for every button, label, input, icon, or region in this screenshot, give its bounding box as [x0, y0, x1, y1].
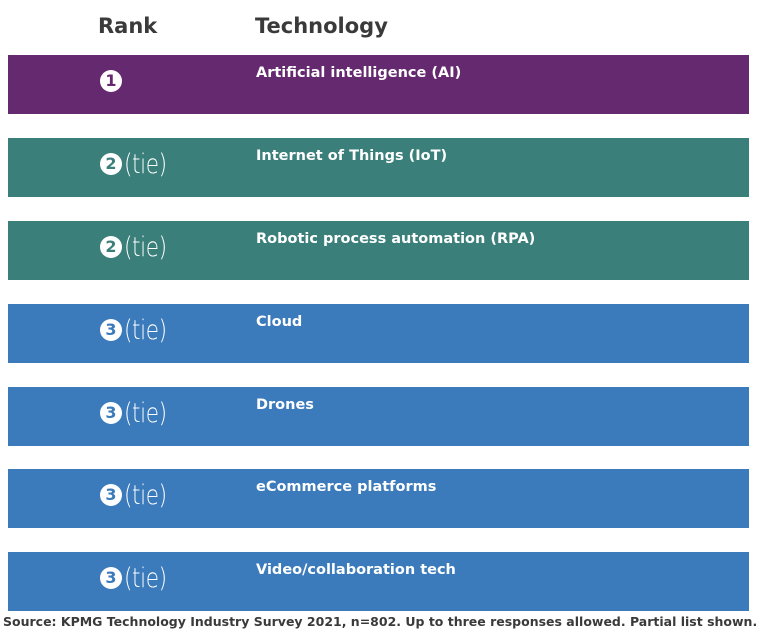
table-row: 3 (tie) eCommerce platforms — [8, 469, 749, 528]
rank-number: 2 — [105, 154, 117, 173]
rank-number-badge: 3 — [100, 567, 122, 589]
rank-number: 3 — [105, 485, 117, 504]
rank-number: 1 — [105, 71, 117, 90]
rank-cell: 1 — [100, 61, 122, 101]
rank-number-badge: 3 — [100, 402, 122, 424]
rank-cell: 3 (tie) — [100, 558, 177, 598]
rank-number: 2 — [105, 237, 117, 256]
tie-label: (tie) — [124, 397, 167, 429]
table-row: 2 (tie) Internet of Things (IoT) — [8, 138, 749, 197]
tie-label: (tie) — [124, 314, 167, 346]
table-row: 3 (tie) Video/collaboration tech — [8, 552, 749, 611]
rank-cell: 3 (tie) — [100, 475, 177, 515]
rank-number-badge: 3 — [100, 319, 122, 341]
technology-label: Video/collaboration tech — [256, 562, 456, 578]
rank-number-badge: 3 — [100, 484, 122, 506]
rank-number-badge: 2 — [100, 153, 122, 175]
rank-number-badge: 1 — [100, 70, 122, 92]
technology-label: Robotic process automation (RPA) — [256, 231, 536, 247]
technology-column-header: Technology — [255, 14, 388, 38]
table-row: 1 Artificial intelligence (AI) — [8, 55, 749, 114]
rank-number: 3 — [105, 568, 117, 587]
tie-label: (tie) — [124, 479, 167, 511]
tie-label: (tie) — [124, 148, 167, 180]
rank-cell: 2 (tie) — [100, 144, 177, 184]
source-note: Source: KPMG Technology Industry Survey … — [3, 614, 758, 629]
technology-label: Cloud — [256, 314, 303, 330]
rank-number: 3 — [105, 320, 117, 339]
tie-label: (tie) — [124, 231, 167, 263]
tie-label: (tie) — [124, 562, 167, 594]
rank-column-header: Rank — [98, 14, 158, 38]
rank-number-badge: 2 — [100, 236, 122, 258]
rank-cell: 3 (tie) — [100, 310, 177, 350]
table-row: 3 (tie) Cloud — [8, 304, 749, 363]
rank-cell: 2 (tie) — [100, 227, 177, 267]
technology-label: Internet of Things (IoT) — [256, 148, 448, 164]
rank-cell: 3 (tie) — [100, 393, 177, 433]
table-row: 2 (tie) Robotic process automation (RPA) — [8, 221, 749, 280]
rank-number: 3 — [105, 403, 117, 422]
technology-label: Drones — [256, 397, 314, 413]
technology-label: eCommerce platforms — [256, 479, 437, 495]
table-row: 3 (tie) Drones — [8, 387, 749, 446]
technology-label: Artificial intelligence (AI) — [256, 65, 462, 81]
